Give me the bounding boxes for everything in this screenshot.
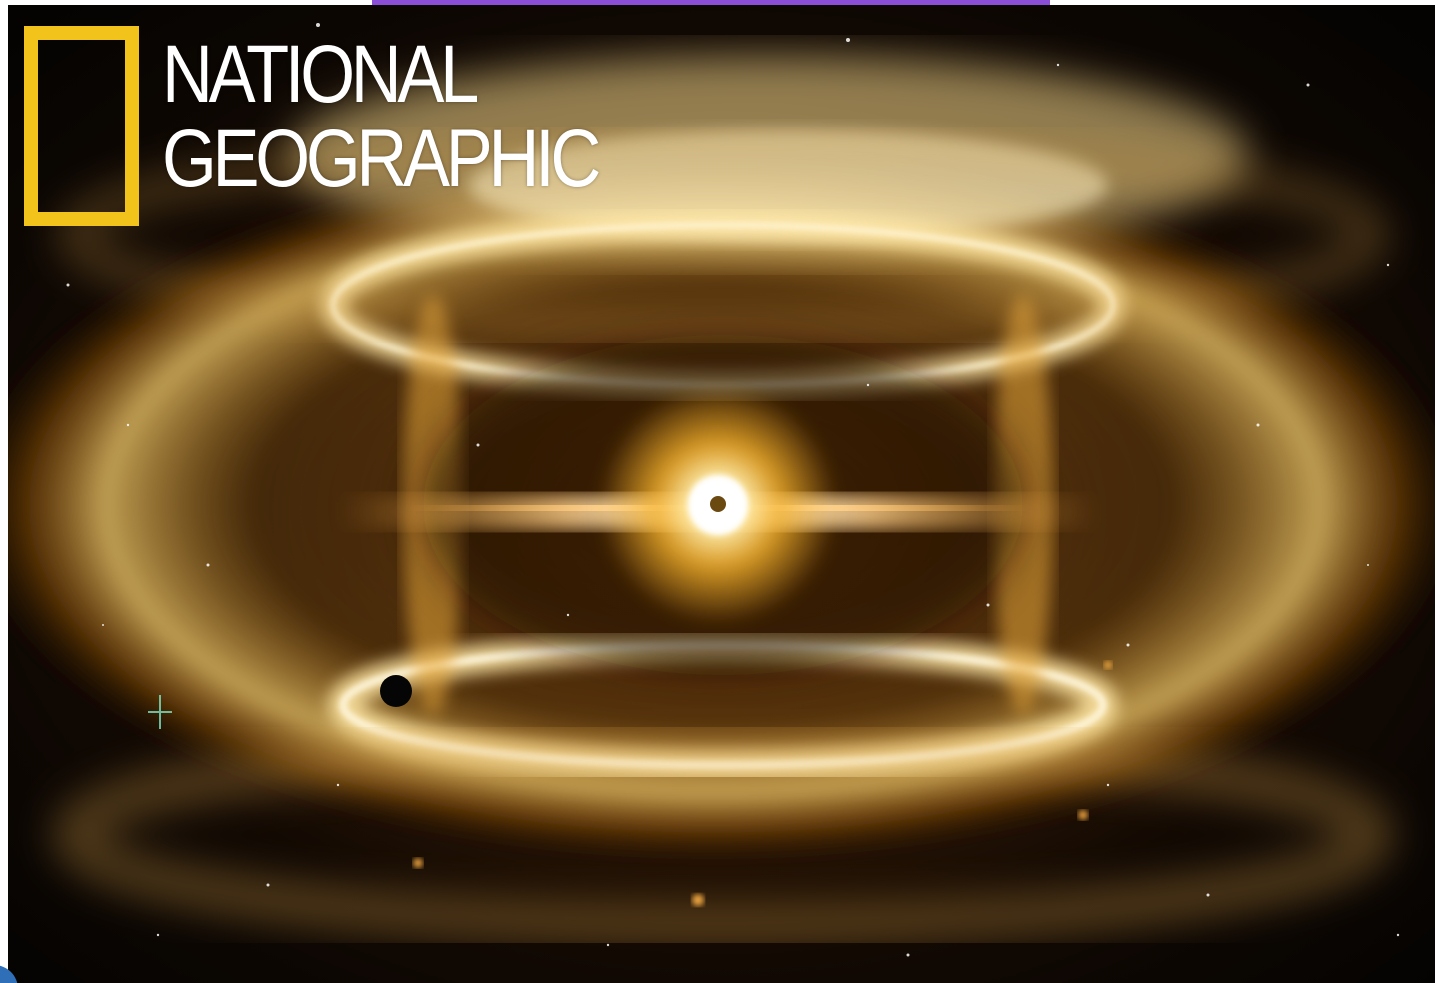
logo-line-national: NATIONAL xyxy=(162,29,479,120)
cosmic-explosion-image: NATIONAL GEOGRAPHIC xyxy=(8,5,1435,983)
logo-text: NATIONAL GEOGRAPHIC xyxy=(162,29,601,204)
cosmic-explosion-svg xyxy=(8,5,1435,983)
top-accent-strip xyxy=(372,0,1050,5)
national-geographic-logo: NATIONAL GEOGRAPHIC xyxy=(22,23,601,233)
logo-yellow-border xyxy=(24,26,139,226)
logo-line-geographic: GEOGRAPHIC xyxy=(162,113,601,204)
